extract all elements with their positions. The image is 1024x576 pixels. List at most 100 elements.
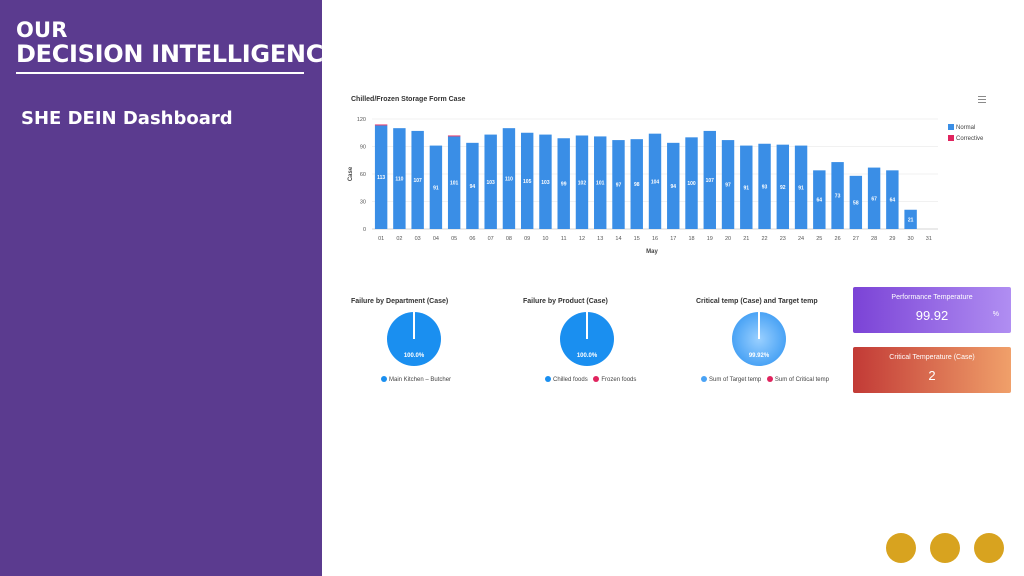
bar-normal (466, 142, 479, 229)
bar-normal (685, 137, 698, 229)
bar-data-label: 73 (835, 194, 841, 200)
brand-line-1: OUR (16, 18, 68, 42)
bar-data-label: 93 (762, 184, 768, 190)
legend-normal-label: Normal (956, 125, 976, 131)
x-tick-label: 26 (835, 236, 841, 242)
bar-data-label: 97 (616, 183, 622, 189)
bar-data-label: 67 (871, 196, 877, 202)
kpi-performance-temperature[interactable]: Performance Temperature 99.92 % (853, 287, 1011, 333)
x-tick-label: 12 (579, 236, 585, 242)
y-tick-label: 60 (360, 172, 366, 178)
x-tick-label: 03 (415, 236, 421, 242)
brand-line-2: DECISION INTELLIGENCE (16, 40, 340, 68)
bar-normal (429, 145, 443, 229)
bar-normal (740, 145, 753, 229)
legend-corrective[interactable]: Corrective (948, 135, 983, 142)
x-tick-label: 18 (688, 236, 694, 242)
bar-normal (539, 134, 552, 229)
bar-data-label: 64 (817, 198, 823, 204)
x-tick-label: 29 (889, 236, 895, 242)
legend-label: Sum of Critical temp (774, 377, 829, 383)
bar-normal (758, 143, 771, 229)
legend-corrective-swatch (948, 135, 954, 141)
x-tick-label: 25 (816, 236, 822, 242)
x-axis-label: May (646, 249, 658, 255)
bar-data-label: 91 (433, 185, 439, 191)
x-tick-label: 07 (488, 236, 494, 242)
y-tick-label: 0 (363, 227, 366, 233)
x-tick-label: 08 (506, 236, 512, 242)
x-tick-label: 23 (780, 236, 786, 242)
bar-data-label: 110 (505, 177, 513, 183)
bar-normal (630, 139, 643, 229)
x-tick-label: 20 (725, 236, 731, 242)
bar-data-label: 97 (725, 183, 731, 189)
x-tick-label: 11 (561, 236, 567, 242)
x-tick-label: 09 (524, 236, 530, 242)
bar-data-label: 103 (487, 180, 496, 186)
dashboard-title: SHE DEIN Dashboard (21, 108, 233, 129)
pie-department-label: 100.0% (403, 353, 425, 359)
bar-data-label: 58 (853, 200, 859, 206)
pie-product[interactable]: 100.0% (560, 312, 614, 366)
bar-chart-title: Chilled/Frozen Storage Form Case (351, 96, 466, 103)
x-tick-label: 27 (853, 236, 859, 242)
bar-data-label: 102 (578, 180, 587, 186)
legend-normal[interactable]: Normal (948, 124, 975, 131)
x-tick-label: 22 (761, 236, 767, 242)
kpi-value: 2 (928, 368, 936, 383)
bar-normal (447, 136, 461, 229)
pie-critical[interactable]: 99.92% (732, 312, 786, 366)
bar-data-label: 91 (744, 185, 750, 191)
bar-normal (374, 125, 388, 229)
bar-normal (849, 175, 863, 229)
x-tick-label: 17 (670, 236, 676, 242)
x-tick-label: 30 (908, 236, 914, 242)
bar-normal (831, 162, 844, 229)
bar-normal (904, 209, 917, 229)
pie-department[interactable]: 100.0% (387, 312, 441, 366)
x-tick-label: 01 (378, 236, 384, 242)
bar-normal (794, 145, 808, 229)
y-tick-label: 30 (360, 200, 366, 206)
x-tick-label: 16 (652, 236, 658, 242)
x-tick-label: 19 (707, 236, 713, 242)
x-tick-label: 04 (433, 236, 439, 242)
decorative-dot (974, 533, 1004, 563)
bar-normal (411, 130, 424, 229)
bar-data-label: 113 (377, 175, 385, 181)
bar-data-label: 104 (651, 179, 660, 185)
bar-normal (813, 170, 826, 229)
legend-dot (701, 376, 707, 382)
bar-data-label: 107 (706, 178, 715, 184)
pie-slice-boundary (586, 312, 588, 339)
kpi-label: Critical Temperature (Case) (889, 354, 975, 361)
y-tick-label: 90 (360, 145, 366, 151)
bar-corrective (374, 124, 388, 126)
x-tick-label: 28 (871, 236, 877, 242)
decorative-dot (886, 533, 916, 563)
pie-product-title: Failure by Product (Case) (523, 298, 608, 305)
brand-divider (16, 72, 304, 74)
hamburger-menu-icon[interactable] (978, 96, 986, 103)
bar-data-label: 98 (634, 182, 640, 188)
kpi-unit: % (992, 311, 999, 318)
pie-department-title: Failure by Department (Case) (351, 298, 449, 305)
x-tick-label: 13 (597, 236, 603, 242)
legend-dot (545, 376, 551, 382)
x-tick-label: 15 (634, 236, 640, 242)
y-axis-label: Case (348, 166, 354, 181)
kpi-critical-temperature[interactable]: Critical Temperature (Case) 2 (853, 347, 1011, 393)
x-tick-label: 24 (798, 236, 804, 242)
legend-normal-swatch (948, 124, 954, 130)
legend-corrective-label: Corrective (956, 136, 984, 142)
bar-normal (886, 170, 899, 229)
bar-normal (612, 140, 625, 229)
pie-product-label: 100.0% (576, 353, 598, 359)
bar-normal (575, 135, 589, 229)
bar-data-label: 21 (908, 217, 914, 223)
x-tick-label: 31 (926, 236, 932, 242)
kpi-label: Performance Temperature (891, 294, 973, 301)
bar-normal (502, 128, 516, 229)
